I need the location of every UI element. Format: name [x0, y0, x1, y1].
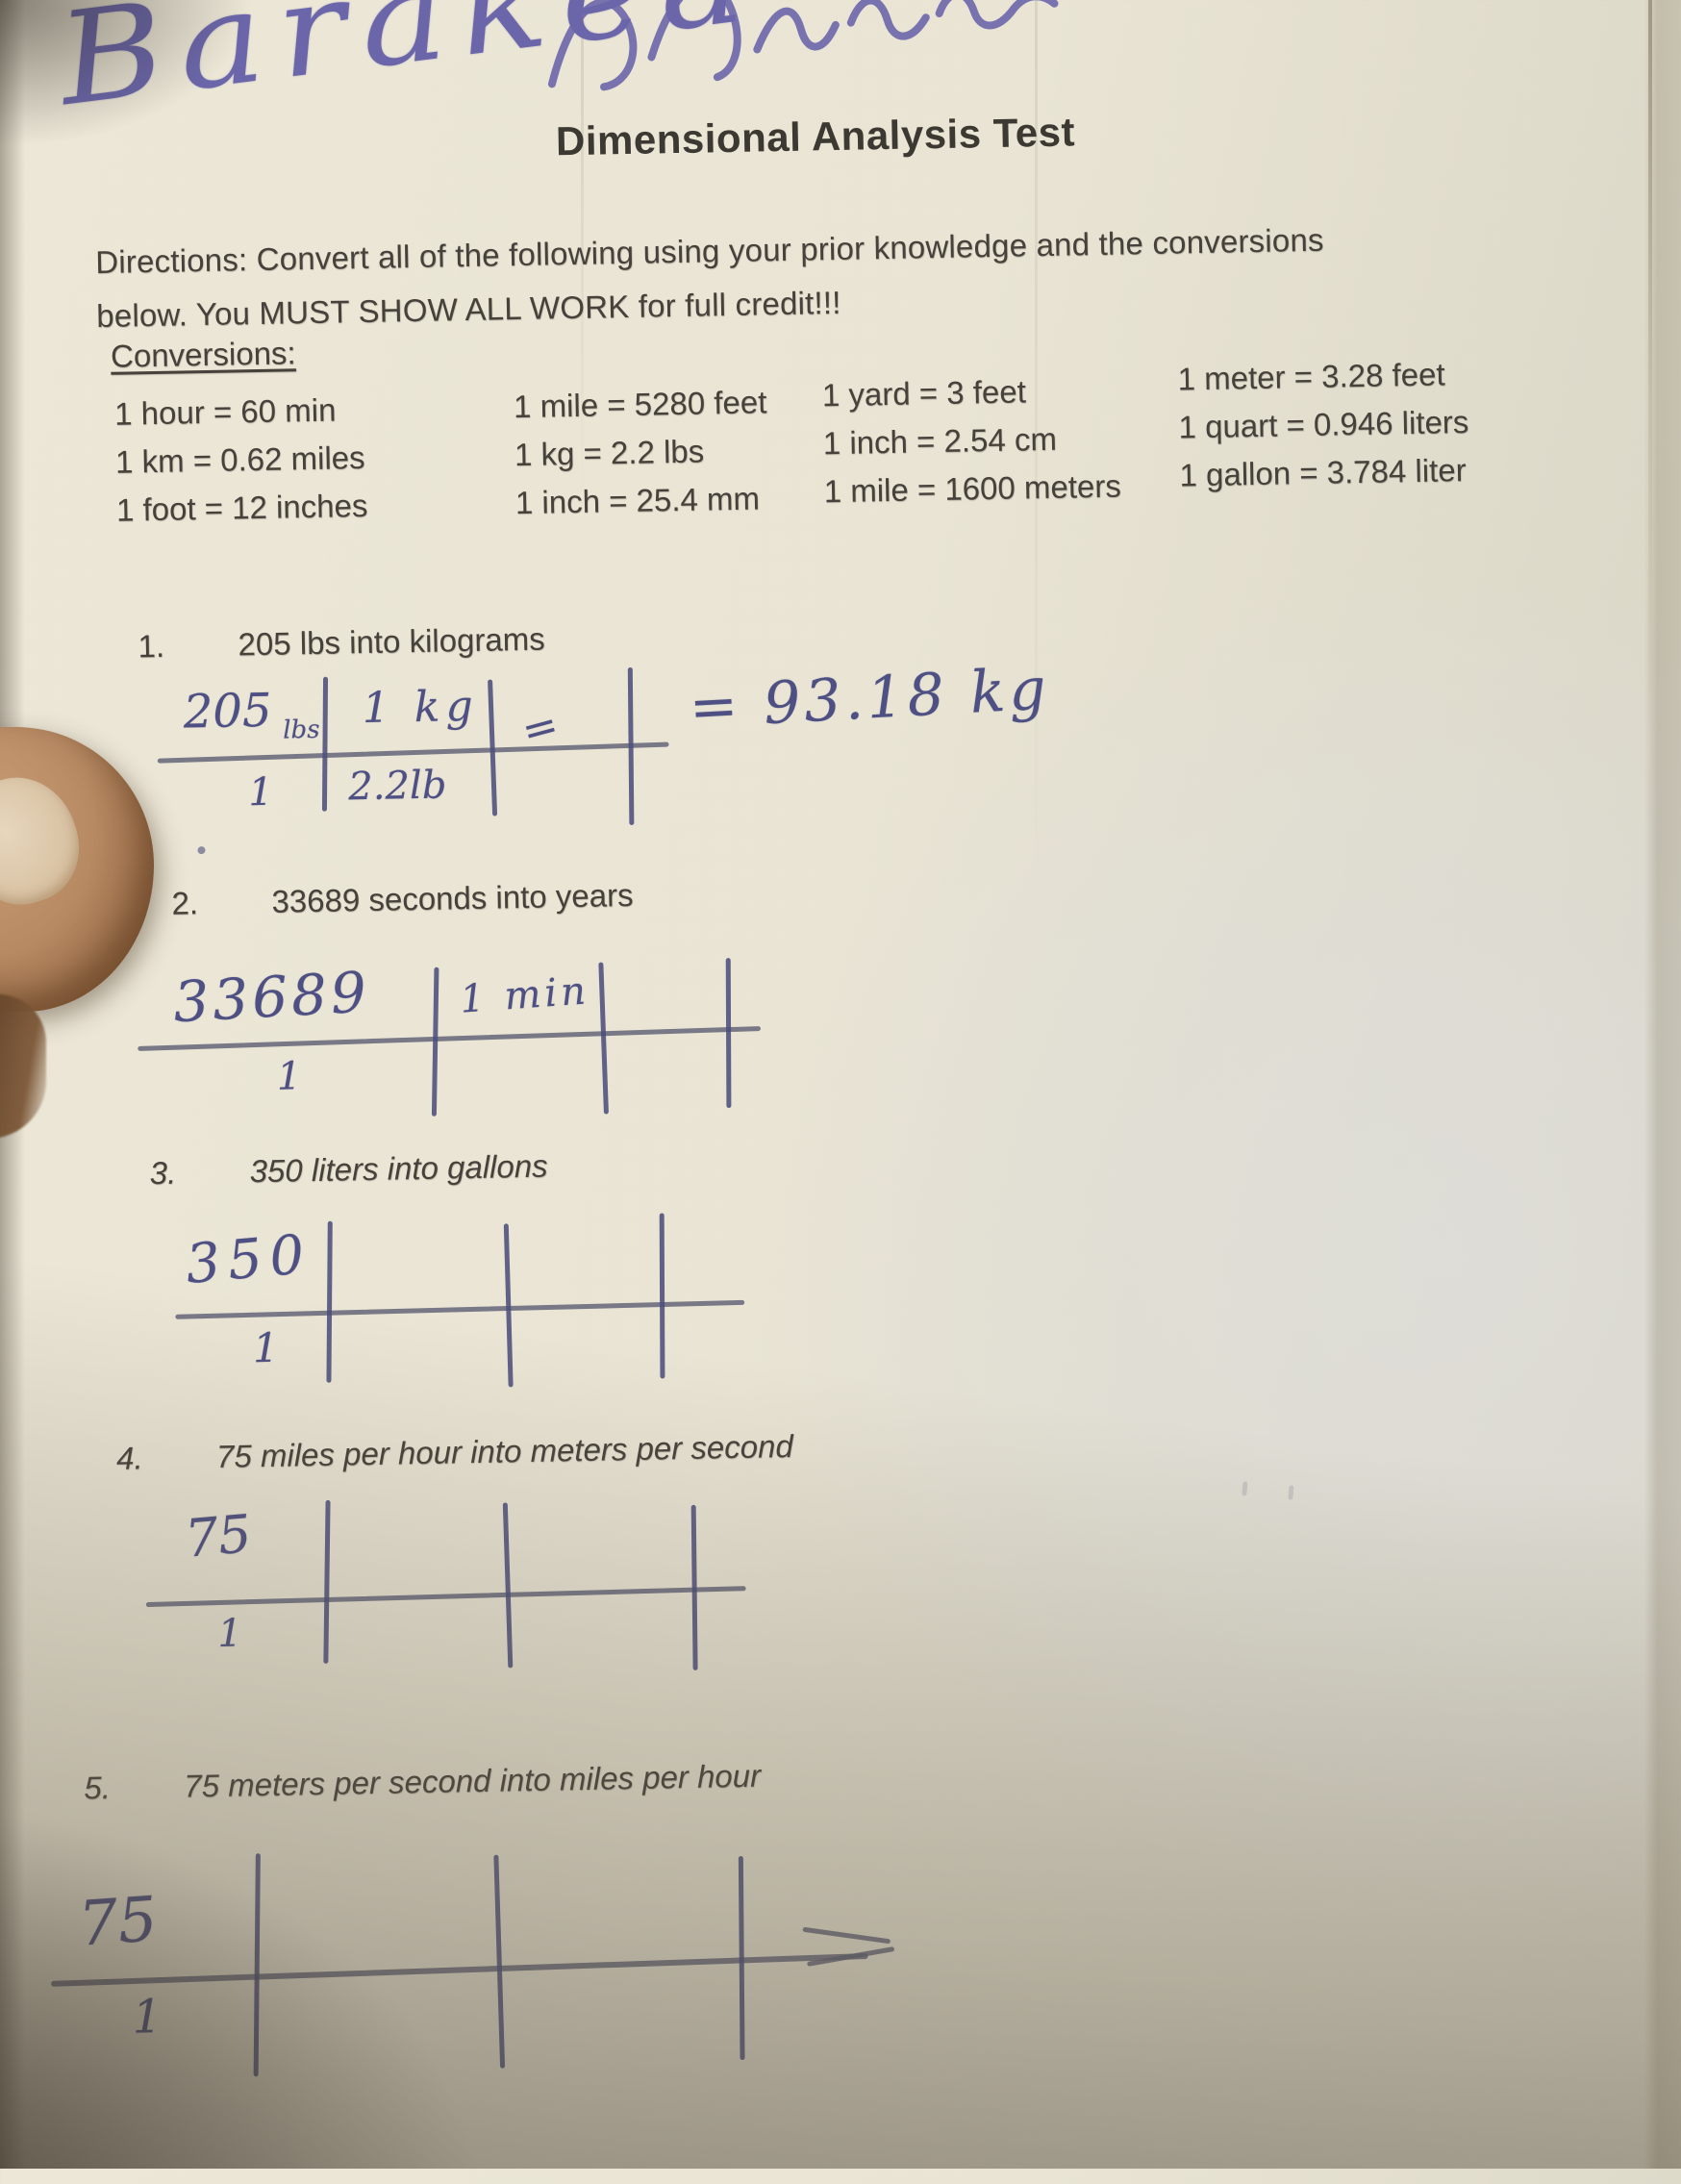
q1-denominator-left: 1 [247, 769, 274, 816]
q5-fraction-line [51, 1952, 868, 1987]
q2-divider-bar [431, 966, 439, 1117]
conversions-column-3: 1 yard = 3 feet 1 inch = 2.54 cm 1 mile … [821, 366, 1122, 516]
q5-divider-bar [253, 1853, 261, 2077]
q5-numerator: 75 [76, 1884, 160, 1961]
conversions-column-4: 1 meter = 3.28 feet 1 quart = 0.946 lite… [1177, 350, 1469, 500]
directions-line-1: Directions: Convert all of the following… [94, 221, 1324, 281]
q5-arrow-stroke-top [802, 1926, 891, 1945]
conversions-column-2: 1 mile = 5280 feet 1 kg = 2.2 lbs 1 inch… [514, 378, 769, 527]
q3-numerator: 350 [183, 1222, 314, 1296]
question-3-text: 350 liters into gallons [249, 1147, 548, 1190]
q5-divider-bar [493, 1854, 506, 2069]
conversion-quart-liters: 1 quart = 0.946 liters [1178, 403, 1469, 445]
conversion-meter-feet: 1 meter = 3.28 feet [1177, 356, 1445, 397]
conversions-column-1: 1 hour = 60 min 1 km = 0.62 miles 1 foot… [114, 386, 368, 535]
conversion-inch-cm: 1 inch = 2.54 cm [822, 420, 1058, 462]
q1-stray-ink-dot [197, 846, 206, 855]
question-1: 1. 205 lbs into kilograms [138, 621, 545, 665]
q1-numerator-value: 205 [183, 683, 272, 740]
question-1-number: 1. [138, 627, 165, 665]
question-4-text: 75 miles per hour into meters per second [215, 1427, 794, 1474]
question-4: 4. 75 miles per hour into meters per sec… [116, 1428, 793, 1477]
conversion-foot-inches: 1 foot = 12 inches [115, 487, 368, 528]
q1-numerator-factor: 1 kg [362, 681, 480, 734]
q4-divider-bar [323, 1499, 331, 1664]
faint-pencil-mark [1288, 1485, 1294, 1500]
q4-denominator: 1 [217, 1611, 243, 1656]
q2-divider-bar [725, 958, 732, 1109]
q2-denominator: 1 [276, 1054, 302, 1099]
q3-denominator: 1 [252, 1323, 280, 1372]
conversion-mile-feet: 1 mile = 5280 feet [513, 384, 767, 425]
question-2-text: 33689 seconds into years [271, 876, 634, 919]
q5-denominator: 1 [132, 1990, 163, 2045]
conversion-yard-feet: 1 yard = 3 feet [821, 373, 1027, 414]
q1-denominator-right: 2.2lb [347, 763, 447, 810]
q1-answer: = 93.18 kg [688, 655, 1052, 742]
q1-divider-bar [627, 666, 635, 825]
question-5: 5. 75 meters per second into miles per h… [84, 1758, 761, 1807]
conversions-heading: Conversions: [110, 335, 296, 374]
signature-second-name-partial [547, 0, 1059, 91]
question-3: 3. 350 liters into gallons [149, 1148, 548, 1192]
q4-divider-bar [690, 1504, 698, 1670]
conversion-gallon-liter: 1 gallon = 3.784 liter [1179, 451, 1467, 493]
conversion-hour-min: 1 hour = 60 min [113, 391, 337, 432]
q1-divider-bar [321, 676, 329, 812]
thumb-nail [0, 762, 94, 919]
question-4-number: 4. [115, 1440, 143, 1476]
question-2: 2. 33689 seconds into years [171, 877, 634, 922]
question-2-number: 2. [171, 885, 199, 921]
question-5-number: 5. [84, 1770, 112, 1806]
question-5-text: 75 meters per second into miles per hour [183, 1757, 762, 1804]
q5-divider-bar [738, 1856, 745, 2061]
conversion-inch-mm: 1 inch = 25.4 mm [514, 480, 761, 521]
question-3-number: 3. [149, 1154, 177, 1192]
conversion-km-miles: 1 km = 0.62 miles [114, 439, 365, 480]
conversion-mile-meters: 1 mile = 1600 meters [823, 467, 1122, 510]
q2-first-cell: 1 min [458, 968, 591, 1022]
page-title: Dimensional Analysis Test [555, 109, 1076, 164]
conversion-kg-lbs: 1 kg = 2.2 lbs [514, 433, 705, 473]
faint-pencil-mark [1242, 1481, 1248, 1496]
q3-divider-bar [659, 1213, 665, 1379]
q3-divider-bar [326, 1220, 333, 1383]
q1-fraction-line [157, 741, 669, 764]
q4-divider-bar [502, 1502, 514, 1669]
q1-numerator-unit: lbs [282, 715, 320, 745]
q2-divider-bar [598, 962, 609, 1115]
q4-fraction-line [145, 1586, 746, 1608]
q4-numerator: 75 [182, 1503, 254, 1569]
directions-line-2: below. You MUST SHOW ALL WORK for full c… [95, 284, 841, 335]
q2-numerator: 33689 [171, 959, 372, 1036]
question-1-text: 205 lbs into kilograms [238, 620, 546, 663]
